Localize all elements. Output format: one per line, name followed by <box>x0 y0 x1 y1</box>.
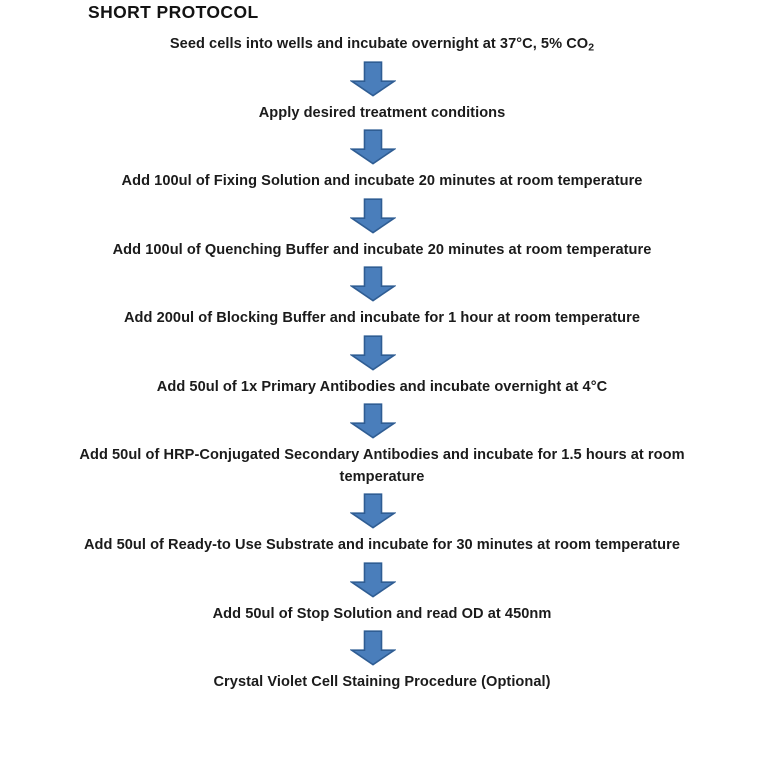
step-seed-cells: Seed cells into wells and incubate overn… <box>169 36 595 54</box>
step-secondary-antibodies: Add 50ul of HRP-Conjugated Secondary Ant… <box>79 447 685 485</box>
step-primary-antibodies: Add 50ul of 1x Primary Antibodies and in… <box>156 378 608 395</box>
down-arrow-icon <box>350 493 396 529</box>
step-blocking-buffer: Add 200ul of Blocking Buffer and incubat… <box>123 310 641 326</box>
down-arrow-icon <box>350 630 396 666</box>
down-arrow-icon <box>350 334 396 371</box>
step-apply-treatment: Apply desired treatment conditions <box>258 104 506 121</box>
protocol-flow: Seed cells into wells and incubate overn… <box>0 34 764 694</box>
step-stop-solution: Add 50ul of Stop Solution and read OD at… <box>212 605 552 622</box>
down-arrow-icon <box>350 561 396 598</box>
page-title: SHORT PROTOCOL <box>88 2 259 22</box>
down-arrow-icon <box>350 403 396 439</box>
step-substrate: Add 50ul of Ready-to Use Substrate and i… <box>83 537 681 553</box>
down-arrow-icon <box>350 266 396 302</box>
step-quenching-buffer: Add 100ul of Quenching Buffer and incuba… <box>112 241 652 258</box>
down-arrow-icon <box>350 60 396 97</box>
step-fixing-solution: Add 100ul of Fixing Solution and incubat… <box>121 173 643 189</box>
step-crystal-violet: Crystal Violet Cell Staining Procedure (… <box>213 674 551 690</box>
down-arrow-icon <box>350 197 396 234</box>
down-arrow-icon <box>350 129 396 165</box>
